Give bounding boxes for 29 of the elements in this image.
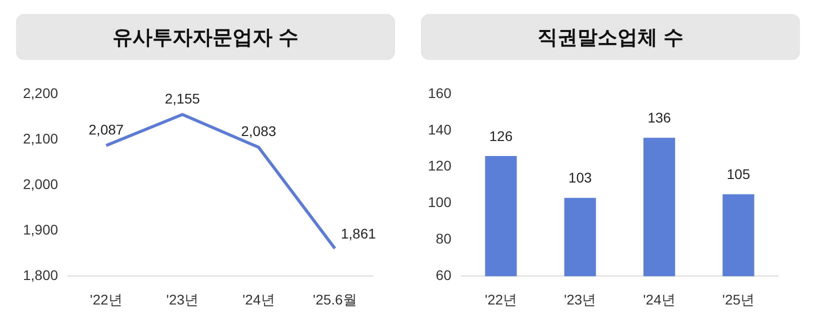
data-label: 103 — [568, 170, 592, 186]
data-label: 2,087 — [88, 121, 124, 138]
y-tick-label: 80 — [436, 230, 452, 247]
data-label: 2,155 — [164, 90, 200, 106]
x-tick-label: '25년 — [722, 291, 755, 308]
y-tick-label: 140 — [428, 121, 452, 138]
y-tick-label: 60 — [436, 267, 452, 284]
data-label: 2,083 — [241, 123, 276, 140]
x-tick-label: '23년 — [564, 291, 596, 308]
y-tick-label: 1,800 — [22, 267, 58, 284]
x-tick-label: '24년 — [242, 291, 275, 308]
y-tick-label: 120 — [428, 158, 452, 174]
x-tick-label: '23년 — [166, 291, 199, 308]
y-tick-label: 2,000 — [22, 176, 58, 192]
chart-title: 유사투자자문업자 수 — [16, 14, 395, 60]
y-tick-label: 2,100 — [22, 130, 58, 146]
x-tick-label: '24년 — [643, 291, 676, 308]
data-label: 105 — [726, 166, 750, 182]
data-label: 1,861 — [340, 225, 376, 242]
x-tick-label: '22년 — [90, 291, 122, 308]
y-tick-label: 2,200 — [22, 84, 58, 101]
data-label: 136 — [648, 110, 672, 126]
x-tick-label: '25.6월 — [312, 291, 357, 308]
data-label: 126 — [489, 128, 513, 144]
y-tick-label: 100 — [428, 194, 452, 210]
x-tick-label: '22년 — [484, 291, 518, 308]
y-tick-label: 1,900 — [22, 222, 58, 238]
chart-title: 직권말소업체 수 — [421, 14, 800, 60]
y-tick-label: 160 — [428, 84, 452, 101]
